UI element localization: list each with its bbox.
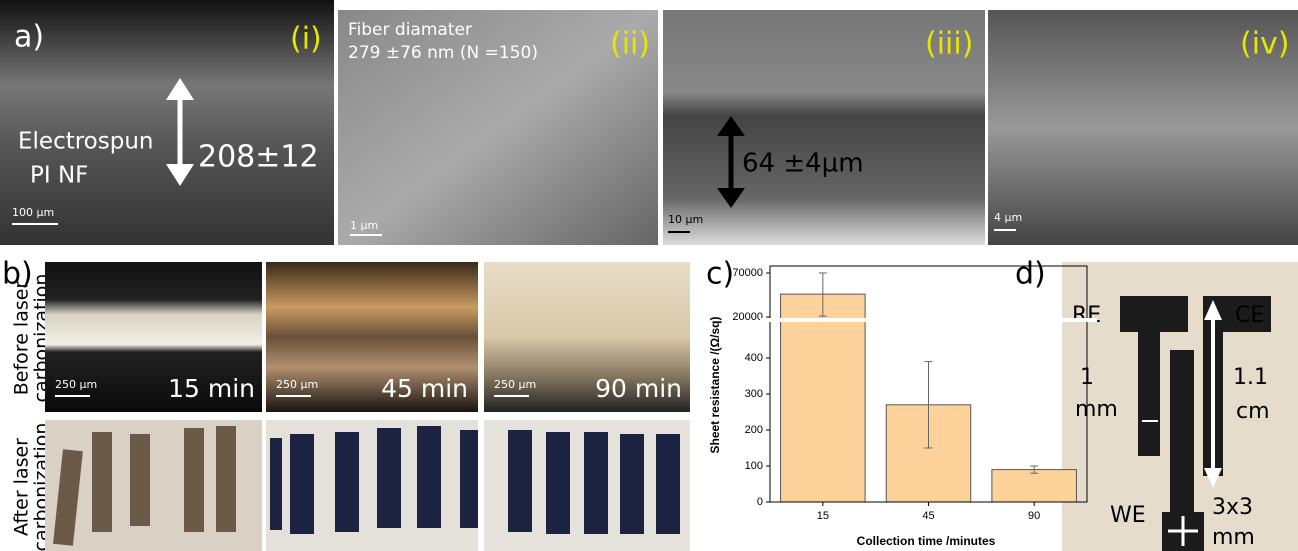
y-tick-label: 200 [745,424,763,436]
image-label: (i) [290,22,322,57]
scale-bar-label: 10 µm [668,213,703,226]
bar [781,294,866,502]
image-label: (iv) [1240,27,1290,62]
scale-bar-label: 4 µm [994,211,1022,224]
annotation: 64 ±4µm [742,149,864,179]
y-tick-label: 20000 [732,311,763,323]
annotation: Electrospun [18,129,154,155]
x-tick-label: 45 [922,510,934,522]
dimension-label: mm [1212,525,1255,550]
scale-bar-label: 250 µm [55,378,97,391]
y-tick-label: 0 [757,496,763,508]
scale-bar-label: 1 µm [350,219,378,232]
annotation: Fiber diamater [348,20,472,40]
image-label: (iii) [925,27,973,62]
scale-bar-label: 100 µm [12,206,54,219]
annotation: PI NF [30,163,88,189]
panel-label: d) [1015,257,1046,292]
electrode-label: CE [1235,303,1264,328]
row-label: After laser [11,438,33,536]
scale-bar-label: 250 µm [494,378,536,391]
image-label: (ii) [610,27,650,62]
y-tick-label: 400 [745,352,763,364]
dimension-label: mm [1075,397,1118,422]
dimension-label: cm [1236,399,1270,424]
time-label: 45 min [381,374,468,403]
dimension-label: 1.1 [1233,365,1268,390]
y-tick-label: 100 [745,460,763,472]
x-tick-label: 90 [1028,510,1040,522]
panel-label: c) [706,257,734,292]
dimension-label: 3x3 [1212,495,1253,520]
row-label: Before laser [11,281,33,396]
annotation: 208±12 [198,140,319,175]
time-label: 15 min [168,374,255,403]
panel-label: a) [14,20,44,55]
bar [992,470,1077,502]
y-tick-label: 70000 [732,267,763,279]
x-axis-title: Collection time /minutes [857,534,996,548]
y-axis-title: Sheet resistance /(Ω/sq) [708,316,722,453]
figure: a) (i) (ii) (iii) (iv) Electrospun PI NF… [0,0,1298,551]
electrode-label: WE [1110,503,1146,528]
scale-bar-label: 250 µm [276,378,318,391]
annotation: 279 ±76 nm (N =150) [348,43,538,63]
axis-break [760,318,1097,322]
x-tick-label: 15 [817,510,829,522]
time-label: 90 min [595,374,682,403]
y-tick-label: 300 [745,388,763,400]
